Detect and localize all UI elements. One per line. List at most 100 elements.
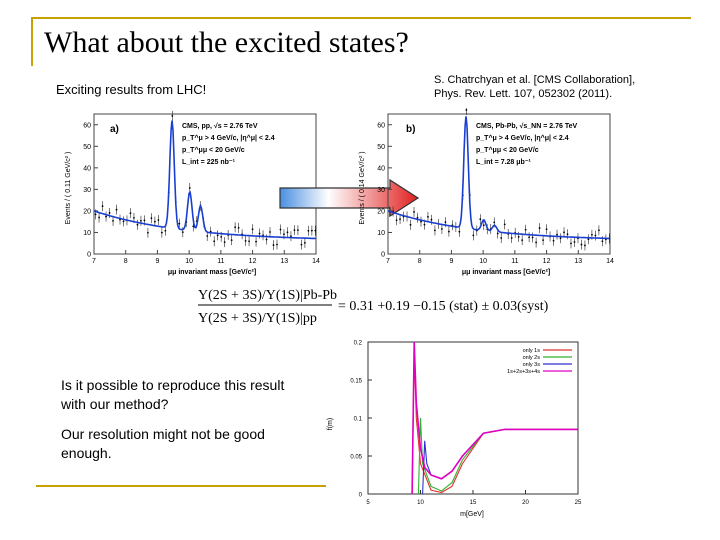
data-point — [500, 237, 503, 239]
data-point — [563, 231, 565, 234]
data-point — [423, 223, 426, 226]
y-tick-label: 0.05 — [350, 455, 362, 461]
data-point — [444, 221, 447, 224]
slide-title: What about the excited states? — [44, 26, 409, 59]
data-point — [413, 211, 415, 213]
citation-line-1: S. Chatrchyan et al. [CMS Collaboration]… — [434, 74, 636, 86]
data-point — [510, 237, 513, 239]
x-tick-label: 10 — [479, 258, 487, 265]
data-point — [573, 241, 576, 243]
data-point — [441, 228, 443, 230]
data-point — [314, 229, 317, 232]
y-tick-label: 0 — [359, 493, 363, 499]
data-point — [472, 234, 475, 237]
legend-entry: p_T^μ > 4 GeV/c, |η^μ| < 2.4 — [182, 134, 275, 142]
data-point — [269, 231, 271, 233]
x-tick-label: 9 — [155, 258, 159, 265]
data-point — [528, 236, 531, 239]
y-tick-label: 60 — [377, 122, 385, 129]
data-point — [279, 228, 282, 231]
y-tick-label: 40 — [377, 165, 385, 172]
data-point — [556, 233, 558, 236]
legend-entry: p_T^μμ < 20 GeV/c — [476, 146, 539, 154]
data-point — [310, 229, 313, 232]
slide-subtitle: Exciting results from LHC! — [56, 82, 207, 97]
data-point — [458, 230, 461, 233]
data-point — [542, 239, 544, 242]
data-point — [248, 240, 250, 243]
data-point — [580, 243, 583, 246]
data-point — [122, 220, 125, 223]
histogram-pp: 0 10 20 30 40 50 60 7 8 9 10 11 12 13 14 Events / ( 0… — [62, 108, 322, 278]
fit-curve — [387, 116, 610, 240]
data-point — [587, 238, 590, 241]
data-point — [150, 217, 153, 220]
data-point — [216, 234, 219, 237]
content-rule-bottom — [36, 485, 326, 487]
data-point — [94, 213, 97, 216]
series-line — [411, 341, 578, 495]
data-point — [140, 219, 142, 222]
x-tick-label: 9 — [449, 258, 453, 265]
legend-entry: 1s+2s+3s+4s — [507, 369, 540, 375]
legend-entry: only 2s — [523, 355, 541, 361]
legend-entry: only 3s — [523, 362, 541, 368]
data-point — [517, 235, 520, 238]
y-tick-label: 10 — [377, 230, 385, 237]
data-point — [399, 218, 401, 220]
data-point — [570, 242, 572, 245]
data-point — [112, 219, 114, 222]
legend-entry: L_int = 7.28 μb⁻¹ — [476, 159, 532, 166]
data-point — [258, 232, 261, 235]
data-point — [434, 229, 436, 232]
y-tick-label: 40 — [83, 165, 91, 172]
formula-result: = 0.31 +0.19 −0.15 (stat) ± 0.03(syst) — [338, 299, 549, 314]
data-point — [300, 243, 303, 246]
y-tick-label: 0.1 — [354, 417, 363, 423]
data-point — [188, 187, 191, 189]
data-point — [237, 226, 240, 229]
panel-label: b) — [406, 124, 415, 135]
data-point — [598, 229, 600, 232]
data-point — [293, 229, 296, 232]
plot-frame — [367, 341, 579, 495]
panel-label: a) — [110, 124, 119, 135]
y-tick-label: 50 — [83, 144, 91, 151]
data-point — [307, 229, 310, 232]
data-point — [420, 220, 422, 223]
x-tick-label: 20 — [522, 500, 529, 506]
data-point — [213, 240, 216, 243]
data-point — [133, 216, 135, 219]
y-tick-label: 0 — [87, 252, 91, 259]
y-tick-label: 0.15 — [350, 379, 362, 385]
data-point — [98, 216, 100, 219]
data-point — [220, 235, 223, 238]
data-point — [105, 215, 107, 218]
data-point — [164, 229, 167, 232]
x-tick-label: 11 — [217, 258, 224, 265]
data-point — [251, 228, 254, 231]
legend-entry: p_T^μ > 4 GeV/c, |η^μ| < 2.4 — [476, 134, 569, 142]
data-point — [409, 223, 412, 226]
data-point — [136, 223, 139, 226]
x-tick-label: 5 — [366, 500, 370, 506]
data-point — [395, 219, 398, 222]
ratio-formula: Y(2S + 3S)/Y(1S)|Pb-Pb Y(2S + 3S)/Y(1S)|… — [194, 284, 554, 328]
resolution-note: Our resolution might not be good enough. — [61, 426, 265, 461]
data-point — [223, 241, 226, 244]
data-point — [171, 115, 174, 117]
title-rule-top — [31, 17, 691, 19]
y-axis-label: Events / ( 0.14 GeV/c² ) — [359, 151, 366, 224]
data-point — [584, 244, 586, 247]
y-tick-label: 30 — [83, 187, 91, 194]
citation-line-2: Phys. Rev. Lett. 107, 052302 (2011). — [434, 88, 613, 100]
x-tick-label: 7 — [386, 258, 390, 265]
x-axis-label: μμ invariant mass [GeV/c²] — [462, 269, 550, 276]
y-tick-label: 0.2 — [354, 341, 363, 347]
y-tick-label: 30 — [377, 187, 385, 194]
data-point — [591, 233, 593, 236]
y-tick-label: 60 — [83, 122, 91, 129]
y-axis-label: Events / ( 0.11 GeV/c² ) — [65, 152, 72, 225]
data-point — [283, 233, 285, 236]
data-point — [272, 244, 275, 246]
